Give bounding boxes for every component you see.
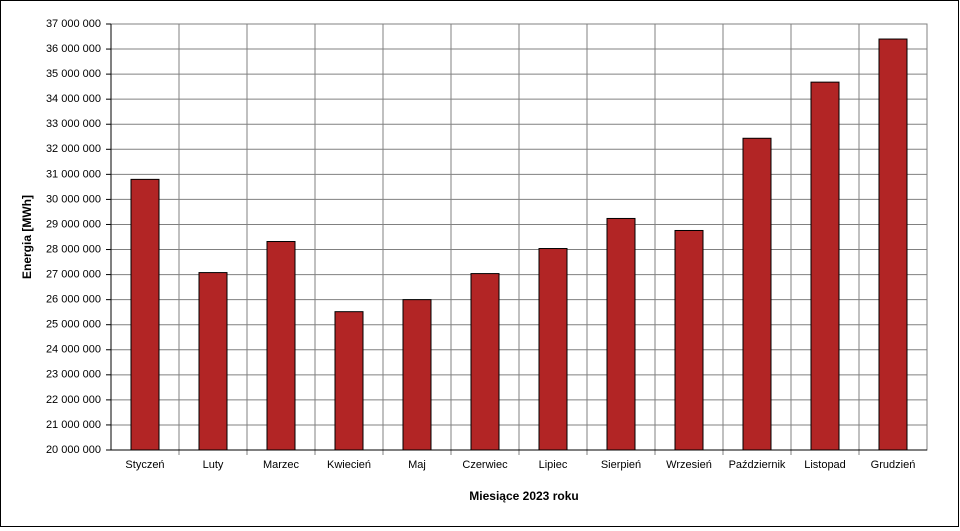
bar <box>606 217 636 451</box>
y-tick-label: 33 000 000 <box>46 118 101 130</box>
bar <box>334 311 364 451</box>
x-tick-label: Wrzesień <box>666 459 712 471</box>
y-tick-label: 36 000 000 <box>46 43 101 55</box>
y-tick-label: 25 000 000 <box>46 319 101 331</box>
y-tick-label: 23 000 000 <box>46 369 101 381</box>
y-tick-label: 21 000 000 <box>46 419 101 431</box>
x-tick-label: Maj <box>408 459 426 471</box>
bar <box>130 178 160 451</box>
x-tick-label: Grudzień <box>871 459 916 471</box>
bar <box>742 137 772 451</box>
y-tick-label: 32 000 000 <box>46 143 101 155</box>
bar <box>878 38 908 451</box>
y-tick-label: 31 000 000 <box>46 168 101 180</box>
bar <box>674 229 704 451</box>
x-tick-label: Luty <box>203 459 224 471</box>
y-tick-label: 30 000 000 <box>46 193 101 205</box>
y-tick-label: 22 000 000 <box>46 394 101 406</box>
y-tick-label: 26 000 000 <box>46 294 101 306</box>
x-tick-label: Październik <box>729 459 786 471</box>
y-tick-label: 27 000 000 <box>46 268 101 280</box>
x-tick-label: Marzec <box>263 459 300 471</box>
y-tick-label: 29 000 000 <box>46 218 101 230</box>
y-tick-label: 20 000 000 <box>46 444 101 456</box>
bar <box>402 299 432 451</box>
y-tick-label: 34 000 000 <box>46 93 101 105</box>
bar <box>266 241 296 451</box>
y-tick-label: 24 000 000 <box>46 344 101 356</box>
x-tick-label: Czerwiec <box>462 459 508 471</box>
x-axis-title: Miesiące 2023 roku <box>469 489 578 503</box>
x-tick-label: Lipiec <box>539 459 568 471</box>
y-axis-title: Energia [MWh] <box>20 195 34 279</box>
y-tick-label: 37 000 000 <box>46 18 101 30</box>
x-tick-label: Kwiecień <box>327 459 371 471</box>
bar <box>470 273 500 451</box>
x-tick-label: Styczeń <box>125 459 164 471</box>
x-tick-label: Listopad <box>804 459 846 471</box>
y-tick-label: 35 000 000 <box>46 68 101 80</box>
x-tick-label: Sierpień <box>601 459 641 471</box>
bar <box>538 248 568 451</box>
bar <box>198 272 228 451</box>
bar <box>810 81 840 451</box>
y-tick-label: 28 000 000 <box>46 243 101 255</box>
